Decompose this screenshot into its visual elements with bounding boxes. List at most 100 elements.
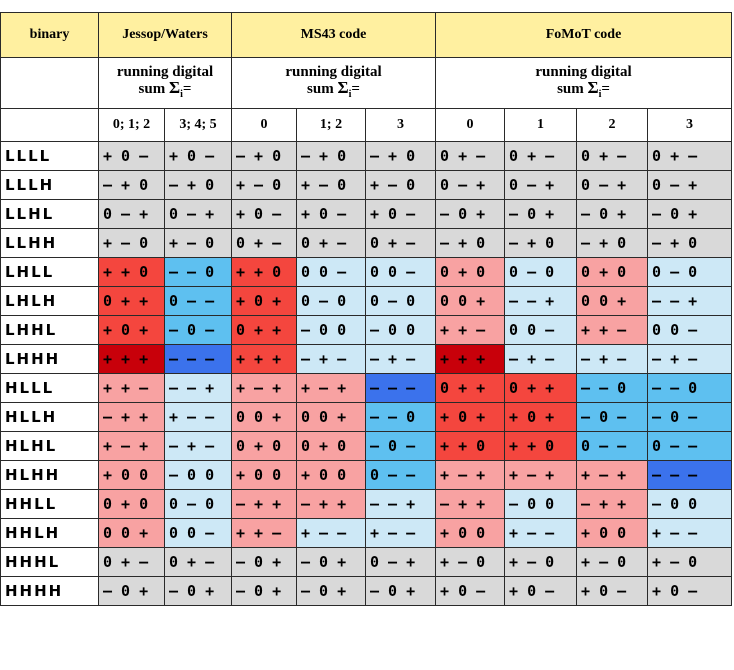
code-cell: – – – bbox=[647, 460, 733, 490]
code-cell: 0 + – bbox=[231, 228, 297, 258]
code-cell: – + 0 bbox=[647, 228, 733, 258]
code-cell: – – 0 bbox=[164, 257, 232, 287]
code-cell: – 0 0 bbox=[364, 315, 437, 345]
rds-line2: sum Σi= bbox=[138, 77, 192, 100]
binary-word: HLHH bbox=[0, 460, 99, 490]
code-cell: + 0 – bbox=[296, 199, 366, 229]
table-row: HHHH – 0 + – 0 + – 0 + – 0 + – 0 + + 0 – + 0 – +… bbox=[0, 576, 733, 606]
code-cell: + 0 – bbox=[576, 576, 649, 606]
code-cell: 0 + 0 bbox=[231, 431, 297, 461]
code-cell: + + – bbox=[98, 373, 165, 403]
code-cell: – – + bbox=[164, 373, 232, 403]
table-row: HLLH – + + + – –0 0 +0 0 + – – 0 + 0 + + 0 + –… bbox=[0, 402, 733, 432]
code-cell: – 0 + bbox=[231, 576, 297, 606]
code-cell: + – 0 bbox=[231, 170, 297, 200]
code-cell: + + + bbox=[435, 344, 506, 374]
code-cell: – + + bbox=[576, 489, 649, 519]
code-cell: 0 + – bbox=[164, 547, 232, 577]
code-cell: + + – bbox=[231, 518, 297, 548]
binary-word: HHHL bbox=[0, 547, 99, 577]
code-cell: + 0 – bbox=[435, 576, 506, 606]
rds-column-value: 0; 1; 2 bbox=[98, 108, 165, 142]
code-cell: – 0 0 bbox=[296, 315, 366, 345]
code-cell: + 0 + bbox=[98, 315, 165, 345]
rds-line1: running digital bbox=[285, 63, 382, 80]
binary-word: LHHH bbox=[0, 344, 99, 374]
code-cell: 0 0 – bbox=[364, 257, 437, 287]
rds-line2: sum Σi= bbox=[307, 77, 360, 100]
code-cell: – 0 0 bbox=[647, 489, 733, 519]
code-cell: 0 + 0 bbox=[576, 257, 649, 287]
code-cell: 0 0 – bbox=[504, 315, 578, 345]
code-cell: 0 0 – bbox=[296, 257, 366, 287]
code-cell: – – – bbox=[164, 344, 232, 374]
code-cell: + – 0 bbox=[504, 547, 578, 577]
code-cell: + 0 0 bbox=[435, 518, 506, 548]
code-cell: 0 + + bbox=[504, 373, 578, 403]
code-cell: – – + bbox=[364, 489, 437, 519]
binary-header-blank-2 bbox=[0, 108, 99, 142]
binary-word: HHLH bbox=[0, 518, 99, 548]
code-cell: + – – bbox=[504, 518, 578, 548]
code-cell: + – + bbox=[435, 460, 506, 490]
code-cell: 0 – + bbox=[576, 170, 649, 200]
code-cell: + – – bbox=[296, 518, 366, 548]
code-cell: 0 – + bbox=[647, 170, 733, 200]
rds-column-value: 0 bbox=[231, 108, 297, 142]
code-cell: + 0 0 bbox=[296, 460, 366, 490]
code-cell: – – – bbox=[364, 373, 437, 403]
code-cell: – + – bbox=[647, 344, 733, 374]
code-cell: 0 0 + bbox=[98, 518, 165, 548]
code-cell: 0 + 0 bbox=[435, 257, 506, 287]
code-cell: 0 + – bbox=[364, 228, 437, 258]
rds-line1: running digital bbox=[116, 63, 214, 80]
code-cell: 0 + – bbox=[504, 141, 578, 171]
code-cell: – + 0 bbox=[364, 141, 437, 171]
code-cell: – 0 + bbox=[364, 576, 437, 606]
code-cell: – + 0 bbox=[435, 228, 506, 258]
code-cell: 0 0 + bbox=[231, 402, 297, 432]
binary-word: LHHL bbox=[0, 315, 99, 345]
code-cell: – 0 – bbox=[364, 431, 437, 461]
code-cell: + 0 – bbox=[98, 141, 165, 171]
code-cell: – + – bbox=[364, 344, 437, 374]
table-row: LHHL + 0 + – 0 –0 + + – 0 0– 0 0 + + –0 0 – +… bbox=[0, 315, 733, 345]
ms43-header: MS43 code bbox=[230, 12, 437, 58]
code-cell: + + 0 bbox=[98, 257, 165, 287]
code-cell: 0 – – bbox=[576, 431, 649, 461]
code-cell: – + – bbox=[296, 344, 366, 374]
code-cell: + 0 – bbox=[164, 141, 232, 171]
code-cell: 0 – + bbox=[98, 199, 165, 229]
binary-word: LLHH bbox=[0, 228, 99, 258]
code-cell: – 0 – bbox=[647, 402, 733, 432]
code-cell: 0 + 0 bbox=[296, 431, 366, 461]
code-cell: + – – bbox=[647, 518, 733, 548]
code-table: binary Jessop/Waters MS43 code FoMoT cod… bbox=[0, 12, 733, 606]
code-cell: – – 0 bbox=[364, 402, 437, 432]
code-cell: – + + bbox=[231, 489, 297, 519]
code-cell: 0 – 0 bbox=[504, 257, 578, 287]
rds-column-value: 1; 2 bbox=[296, 108, 366, 142]
fomot-rds-label: running digital sum Σi= bbox=[435, 57, 733, 109]
code-cell: – 0 + bbox=[435, 199, 506, 229]
binary-word: HHLL bbox=[0, 489, 99, 519]
code-cell: – 0 + bbox=[576, 199, 649, 229]
code-cell: + – 0 bbox=[164, 228, 232, 258]
code-cell: + – + bbox=[504, 460, 578, 490]
fomot-header: FoMoT code bbox=[435, 12, 733, 58]
rds-column-value: 3 bbox=[364, 108, 437, 142]
code-cell: 0 – + bbox=[435, 170, 506, 200]
code-cell: 0 – – bbox=[164, 286, 232, 316]
code-cell: – – 0 bbox=[576, 373, 649, 403]
binary-word: HLHL bbox=[0, 431, 99, 461]
code-cell: + 0 + bbox=[435, 402, 506, 432]
table-row: HHHL 0 + –0 + – – 0 + – 0 +0 – + + – 0 + – 0 +… bbox=[0, 547, 733, 577]
table-row: LLHL 0 – +0 – + + 0 – + 0 – + 0 – – 0 + – 0 + –… bbox=[0, 199, 733, 229]
code-cell: + + – bbox=[435, 315, 506, 345]
code-cell: – + + bbox=[296, 489, 366, 519]
code-cell: – + – bbox=[504, 344, 578, 374]
code-cell: 0 0 + bbox=[296, 402, 366, 432]
code-cell: – + + bbox=[98, 402, 165, 432]
